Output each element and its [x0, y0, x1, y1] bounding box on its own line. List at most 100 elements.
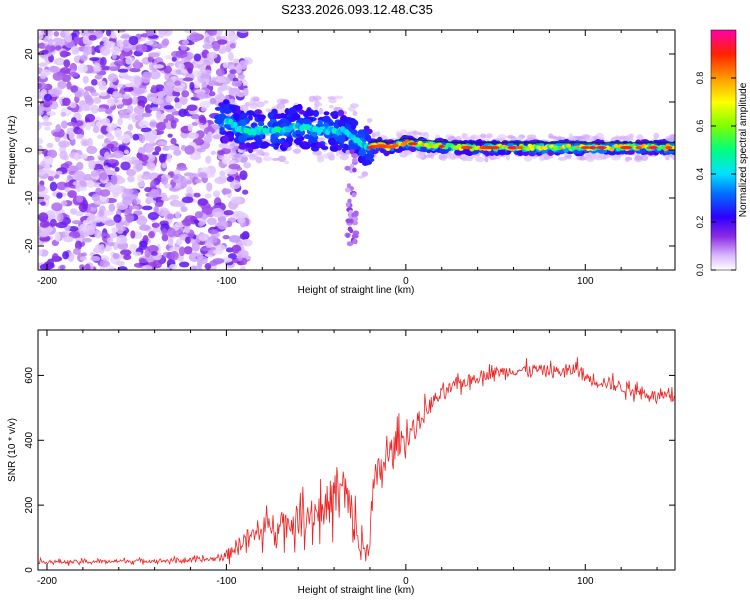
noise-blob	[132, 251, 142, 256]
haze-blob	[506, 135, 514, 139]
spike-blob	[351, 233, 359, 239]
colorbar: 0.0 0.2 0.4 0.6 0.8 Normalized spectral ampl…	[695, 29, 749, 276]
noise-blob	[219, 170, 226, 176]
noise-blob	[240, 265, 246, 270]
haze-blob	[284, 160, 290, 165]
noise-blob	[216, 35, 222, 41]
ridge-hotspot	[507, 146, 518, 150]
noise-blob	[193, 70, 202, 78]
ridge-blob	[235, 107, 241, 116]
noise-blob	[168, 145, 180, 151]
noise-blob	[120, 236, 128, 243]
noise-blob	[193, 219, 200, 224]
noise-blob	[104, 219, 116, 227]
noise-blob	[68, 71, 79, 78]
noise-blob	[40, 201, 46, 206]
noise-blob	[79, 55, 88, 62]
noise-blob	[131, 198, 137, 207]
noise-blob	[90, 92, 100, 97]
noise-blob	[167, 133, 173, 138]
haze-blob	[423, 131, 430, 139]
noise-blob	[112, 91, 119, 98]
noise-blob	[222, 61, 229, 69]
ridge-blob	[214, 118, 224, 125]
noise-blob	[110, 46, 121, 55]
ridge-blob	[246, 110, 255, 117]
ridge-core	[456, 143, 462, 148]
noise-blob	[147, 244, 159, 253]
ridge-core	[566, 143, 572, 148]
noise-blob	[105, 30, 112, 37]
noise-blob	[204, 262, 212, 270]
noise-blob	[145, 143, 153, 154]
noise-blob	[176, 165, 188, 171]
noise-blob	[74, 120, 84, 127]
noise-blob	[99, 243, 105, 254]
ridge-hotspot	[461, 146, 473, 150]
noise-blob	[124, 149, 130, 155]
noise-blob	[133, 76, 143, 86]
haze-blob	[263, 100, 269, 104]
noise-blob	[93, 65, 102, 72]
spectrogram-ridge-layer	[214, 99, 675, 247]
ridge-hotspot	[408, 142, 418, 146]
noise-blob	[52, 72, 64, 81]
ridge-blob	[347, 117, 357, 126]
noise-blob	[110, 175, 118, 185]
noise-blob	[66, 81, 72, 90]
haze-blob	[418, 151, 427, 155]
spike-blob	[344, 187, 351, 193]
noise-blob	[193, 53, 202, 62]
noise-blob	[200, 247, 212, 252]
ridge-blob	[257, 114, 266, 120]
colorbar-frame	[710, 29, 737, 271]
noise-blob	[110, 31, 117, 39]
haze-blob	[248, 154, 258, 161]
noise-blob	[174, 97, 180, 103]
noise-blob	[86, 225, 96, 236]
noise-blob	[55, 45, 62, 51]
x-tick-label: -200	[37, 276, 57, 287]
noise-blob	[38, 212, 49, 223]
colorbar-label: Normalized spectral amplitude	[738, 82, 749, 217]
noise-blob	[40, 160, 46, 167]
noise-blob	[242, 189, 249, 195]
noise-blob	[104, 151, 111, 160]
noise-blob	[180, 206, 188, 213]
noise-blob	[225, 247, 234, 253]
noise-blob	[86, 145, 98, 155]
noise-blob	[47, 38, 54, 46]
ridge-blob	[254, 109, 263, 115]
y-tick-label: 0	[24, 147, 35, 153]
noise-blob	[120, 134, 131, 144]
noise-blob	[134, 114, 144, 121]
noise-blob	[157, 207, 170, 217]
noise-blob	[178, 261, 190, 268]
spike-blob	[352, 167, 357, 173]
noise-blob	[189, 32, 201, 43]
noise-blob	[57, 80, 67, 90]
spike-blob	[349, 218, 354, 224]
noise-blob	[178, 246, 186, 257]
noise-blob	[155, 122, 167, 131]
haze-blob	[486, 132, 493, 139]
noise-blob	[128, 35, 139, 46]
haze-blob	[262, 156, 273, 162]
noise-blob	[216, 39, 228, 45]
noise-blob	[73, 153, 80, 161]
haze-blob	[272, 157, 280, 161]
noise-blob	[138, 257, 147, 264]
haze-blob	[426, 153, 434, 157]
ridge-hotspot	[650, 146, 658, 150]
noise-blob	[208, 91, 216, 97]
noise-blob	[189, 81, 195, 91]
noise-blob	[208, 229, 219, 235]
noise-blob	[135, 162, 144, 171]
noise-blob	[117, 104, 124, 109]
haze-blob	[277, 155, 287, 163]
snr-y-ticks: 0 200 400 600	[24, 367, 675, 573]
noise-blob	[175, 238, 183, 246]
noise-blob	[130, 230, 136, 239]
noise-blob	[114, 127, 122, 138]
